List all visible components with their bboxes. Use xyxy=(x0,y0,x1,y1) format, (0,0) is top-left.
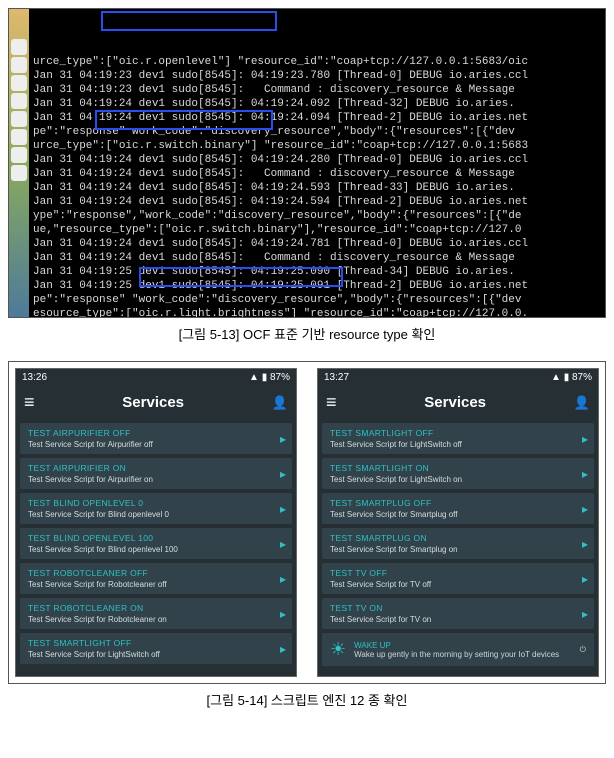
service-item-title: TEST AIRPURIFIER ON xyxy=(28,463,270,473)
service-item-desc: Test Service Script for LightSwitch off xyxy=(28,650,270,659)
service-item-title: TEST SMARTPLUG OFF xyxy=(330,498,572,508)
user-icon[interactable]: 👤 xyxy=(574,395,590,411)
terminal-screenshot: urce_type":["oic.r.openlevel"] "resource… xyxy=(9,9,605,317)
chevron-right-icon: ▸ xyxy=(582,432,588,446)
wifi-icon: ▲ ▮ xyxy=(551,372,569,383)
service-item-title: TEST BLIND OPENLEVEL 100 xyxy=(28,533,270,543)
figure-1: urce_type":["oic.r.openlevel"] "resource… xyxy=(8,8,606,318)
services-list: TEST AIRPURIFIER OFF Test Service Script … xyxy=(16,423,296,674)
service-item[interactable]: TEST AIRPURIFIER OFF Test Service Script … xyxy=(20,423,292,454)
service-item-desc: Test Service Script for TV on xyxy=(330,615,572,624)
service-item-desc: Test Service Script for Smartplug off xyxy=(330,510,572,519)
chevron-right-icon: ▸ xyxy=(280,432,286,446)
app-titlebar: ≡ Services 👤 xyxy=(16,386,296,419)
service-item[interactable]: TEST SMARTLIGHT ON Test Service Script fo… xyxy=(322,458,594,489)
service-item-desc: Test Service Script for Blind openlevel … xyxy=(28,545,270,554)
service-item-desc: Test Service Script for Blind openlevel … xyxy=(28,510,270,519)
clock: 13:27 xyxy=(324,372,349,383)
status-icons: ▲ ▮ 87% xyxy=(249,372,290,383)
service-item[interactable]: TEST SMARTLIGHT OFF Test Service Script f… xyxy=(322,423,594,454)
chevron-right-icon: ▸ xyxy=(280,642,286,656)
service-item-desc: Test Service Script for LightSwitch off xyxy=(330,440,572,449)
terminal-text: urce_type":["oic.r.openlevel"] "resource… xyxy=(33,55,601,317)
service-item-desc: Test Service Script for Airpurifier off xyxy=(28,440,270,449)
phone-right: 13:27 ▲ ▮ 87% ≡ Services 👤 TEST SMARTLIG… xyxy=(317,368,599,677)
chevron-right-icon: ▸ xyxy=(280,502,286,516)
status-bar: 13:27 ▲ ▮ 87% xyxy=(318,369,598,386)
chevron-right-icon: ▸ xyxy=(582,537,588,551)
menu-icon[interactable]: ≡ xyxy=(24,392,35,413)
app-titlebar: ≡ Services 👤 xyxy=(318,386,598,419)
service-item-title: TEST BLIND OPENLEVEL 0 xyxy=(28,498,270,508)
service-item-desc: Test Service Script for Smartplug on xyxy=(330,545,572,554)
service-item-title: TEST SMARTLIGHT ON xyxy=(330,463,572,473)
service-item-desc: Test Service Script for TV off xyxy=(330,580,572,589)
service-item-title: TEST SMARTLIGHT OFF xyxy=(28,638,270,648)
wakeup-title: WAKE UP xyxy=(354,641,572,650)
service-item-desc: Test Service Script for Robotcleaner on xyxy=(28,615,270,624)
service-item[interactable]: TEST ROBOTCLEANER OFF Test Service Script… xyxy=(20,563,292,594)
figure-1-caption: [그림 5-13] OCF 표준 기반 resource type 확인 xyxy=(8,324,606,343)
service-item[interactable]: TEST BLIND OPENLEVEL 0 Test Service Scrip… xyxy=(20,493,292,524)
service-item-title: TEST SMARTPLUG ON xyxy=(330,533,572,543)
chevron-right-icon: ▸ xyxy=(280,607,286,621)
status-bar: 13:26 ▲ ▮ 87% xyxy=(16,369,296,386)
figure-2: 13:26 ▲ ▮ 87% ≡ Services 👤 TEST AIRPURIF… xyxy=(8,361,606,684)
phone-left: 13:26 ▲ ▮ 87% ≡ Services 👤 TEST AIRPURIF… xyxy=(15,368,297,677)
service-item-title: TEST AIRPURIFIER OFF xyxy=(28,428,270,438)
battery-label: 87% xyxy=(572,372,592,383)
chevron-right-icon: ▸ xyxy=(280,467,286,481)
service-item[interactable]: TEST SMARTLIGHT OFF Test Service Script f… xyxy=(20,633,292,664)
service-item[interactable]: TEST AIRPURIFIER ON Test Service Script f… xyxy=(20,458,292,489)
status-icons: ▲ ▮ 87% xyxy=(551,372,592,383)
clock: 13:26 xyxy=(22,372,47,383)
service-item-desc: Test Service Script for Airpurifier on xyxy=(28,475,270,484)
chevron-right-icon: ▸ xyxy=(582,607,588,621)
service-item-title: TEST TV OFF xyxy=(330,568,572,578)
service-item[interactable]: TEST BLIND OPENLEVEL 100 Test Service Scr… xyxy=(20,528,292,559)
launcher-sidebar xyxy=(9,9,29,317)
chevron-right-icon: ▸ xyxy=(582,502,588,516)
app-title: Services xyxy=(122,394,184,411)
power-icon[interactable]: ⏻ xyxy=(580,645,586,655)
chevron-right-icon: ▸ xyxy=(280,572,286,586)
service-item-title: TEST TV ON xyxy=(330,603,572,613)
highlight-box xyxy=(101,11,277,31)
service-item[interactable]: TEST SMARTPLUG ON Test Service Script for… xyxy=(322,528,594,559)
service-item[interactable]: TEST ROBOTCLEANER ON Test Service Script … xyxy=(20,598,292,629)
service-item[interactable]: TEST TV OFF Test Service Script for TV of… xyxy=(322,563,594,594)
service-item-title: TEST ROBOTCLEANER OFF xyxy=(28,568,270,578)
service-item-title: TEST ROBOTCLEANER ON xyxy=(28,603,270,613)
user-icon[interactable]: 👤 xyxy=(272,395,288,411)
services-list: TEST SMARTLIGHT OFF Test Service Script f… xyxy=(318,423,598,676)
chevron-right-icon: ▸ xyxy=(582,467,588,481)
service-item[interactable]: TEST TV ON Test Service Script for TV on ▸ xyxy=(322,598,594,629)
menu-icon[interactable]: ≡ xyxy=(326,392,337,413)
wakeup-item[interactable]: ☀ WAKE UPWake up gently in the morning by… xyxy=(322,633,594,666)
service-item-desc: Test Service Script for Robotcleaner off xyxy=(28,580,270,589)
chevron-right-icon: ▸ xyxy=(582,572,588,586)
sun-icon: ☀ xyxy=(330,639,346,660)
app-title: Services xyxy=(424,394,486,411)
service-item[interactable]: TEST SMARTPLUG OFF Test Service Script fo… xyxy=(322,493,594,524)
wakeup-desc: Wake up gently in the morning by setting… xyxy=(354,650,572,659)
chevron-right-icon: ▸ xyxy=(280,537,286,551)
figure-2-caption: [그림 5-14] 스크립트 엔진 12 종 확인 xyxy=(8,690,606,709)
wifi-icon: ▲ ▮ xyxy=(249,372,267,383)
service-item-title: TEST SMARTLIGHT OFF xyxy=(330,428,572,438)
battery-label: 87% xyxy=(270,372,290,383)
service-item-desc: Test Service Script for LightSwitch on xyxy=(330,475,572,484)
